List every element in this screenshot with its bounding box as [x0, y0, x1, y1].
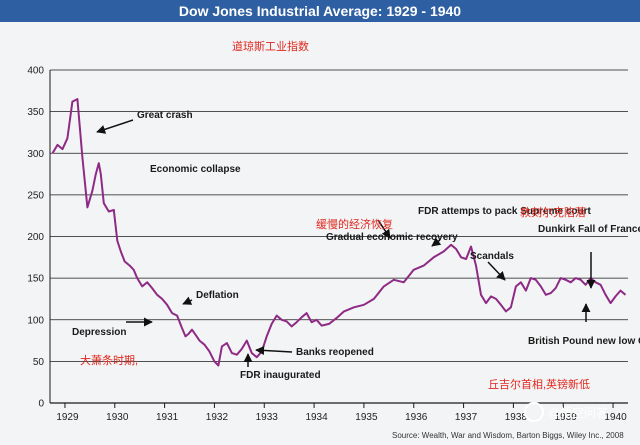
chart-svg: 0 50 100 150 200 250 300 350 400 1929 1930 1931 193… [27, 39, 640, 440]
source-note: Source: Wealth, War and Wisdom, Barton B… [392, 431, 624, 440]
x-tick-label: 1939 [555, 412, 578, 423]
x-tick-label: 1932 [206, 412, 229, 423]
x-tick-label: 1935 [355, 412, 378, 423]
anno-economic-collapse: Economic collapse [150, 164, 241, 175]
anno-gradual-recovery: Gradual economic recovery [326, 232, 458, 243]
arrow-banks-reopened [255, 345, 293, 355]
y-tick-labels: 0 50 100 150 200 250 300 350 400 [27, 66, 44, 410]
watermark-logo-icon [524, 402, 544, 422]
y-tick-label: 50 [33, 357, 45, 368]
x-tick-label: 1929 [56, 412, 79, 423]
anno-fdr-inaugurated: FDR inaugurated [240, 370, 321, 381]
y-tick-label: 100 [27, 315, 44, 326]
x-tick-label: 1940 [604, 412, 627, 423]
x-tick-label: 1937 [455, 412, 478, 423]
anno-scandals: Scandals [470, 251, 514, 262]
x-tick-label: 1936 [405, 412, 428, 423]
x-tick-label: 1933 [256, 412, 279, 423]
x-tick-label: 1931 [156, 412, 179, 423]
arrow-deflation [182, 296, 193, 305]
anno-deflation: Deflation [196, 290, 239, 301]
y-tick-label: 350 [27, 107, 44, 118]
anno-depression: Depression [72, 327, 126, 338]
series-line [51, 98, 627, 367]
cn-note-dow-jones: 道琼斯工业指数 [232, 39, 309, 53]
anno-dunkirk: Dunkirk Fall of France [538, 224, 640, 235]
chart-title: Dow Jones Industrial Average: 1929 - 194… [0, 0, 640, 22]
cn-note-dunkirk: 敦刻尔克陷落 [520, 205, 586, 219]
arrow-gradual-recovery [377, 219, 391, 239]
cn-note-churchill: 丘吉尔首相,英镑新低 [488, 377, 590, 391]
arrow-scandals [487, 261, 506, 281]
y-tick-label: 150 [27, 274, 44, 285]
x-tick-label: 1938 [505, 412, 528, 423]
arrow-great-crash [96, 119, 134, 134]
x-tick-label: 1930 [106, 412, 129, 423]
y-tick-label: 0 [38, 399, 44, 410]
x-tick-label: 1934 [305, 412, 328, 423]
arrow-supreme-court [431, 237, 442, 247]
x-tick-labels: 1929 1930 1931 1932 1933 1934 1935 1936 1937 1938… [56, 403, 627, 423]
anno-great-crash: Great crash [137, 110, 193, 121]
anno-banks-reopened: Banks reopened [296, 347, 374, 358]
anno-supreme-court: FDR attemps to pack Supreme court [418, 206, 591, 217]
cn-note-depression: 大萧条时期, [80, 353, 138, 367]
y-tick-label: 200 [27, 232, 44, 243]
anno-british-pound: British Pound new low Churchill PM [528, 336, 640, 347]
cn-note-recovery: 缓慢的经济恢复 [316, 217, 393, 231]
y-tick-label: 300 [27, 149, 44, 160]
y-tick-label: 400 [27, 66, 44, 77]
y-tick-label: 250 [27, 190, 44, 201]
watermark-text: @悟空问答 [548, 405, 608, 420]
